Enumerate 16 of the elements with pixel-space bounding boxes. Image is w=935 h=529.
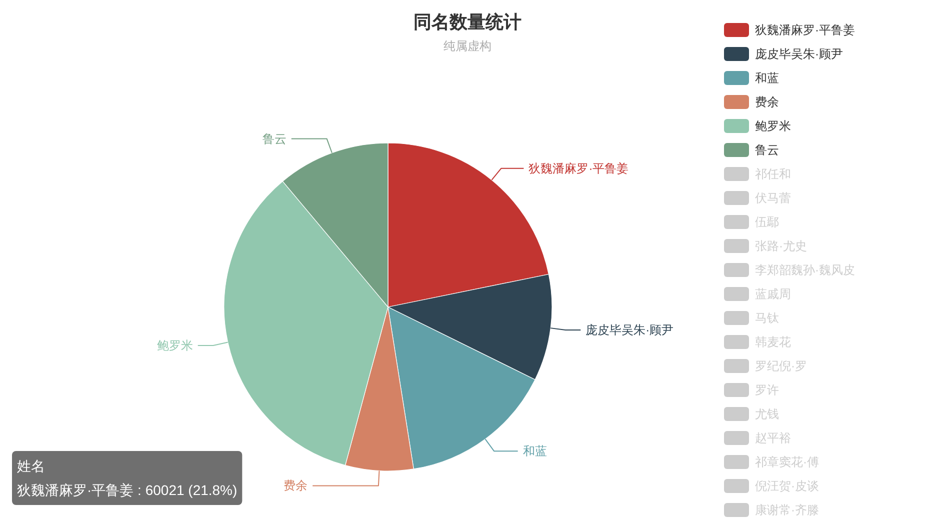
legend-label: 庞皮毕吴朱·顾尹: [755, 47, 843, 61]
legend-label: 鲍罗米: [755, 119, 791, 133]
legend-label: 和蓝: [755, 71, 779, 85]
chart-title: 同名数量统计: [414, 12, 522, 32]
text: 姓名: [17, 458, 45, 474]
text: 狄魏潘麻罗·平鲁姜 : 60021 (21.8%): [17, 482, 238, 498]
slice-label: 鲁云: [262, 132, 286, 146]
legend-label: 狄魏潘麻罗·平鲁姜: [755, 23, 855, 37]
slice-label: 费余: [284, 478, 308, 493]
slice-label: 鲍罗米: [156, 338, 193, 352]
legend-label: 费余: [755, 95, 779, 109]
text: 纯属虚构: [444, 39, 492, 53]
slice-label: 和蓝: [522, 444, 547, 458]
legend-label: 鲁云: [755, 143, 779, 157]
slice-label: 狄魏潘麻罗·平鲁姜: [528, 161, 629, 176]
slice-label: 庞皮毕吴朱·顾尹: [586, 322, 674, 337]
